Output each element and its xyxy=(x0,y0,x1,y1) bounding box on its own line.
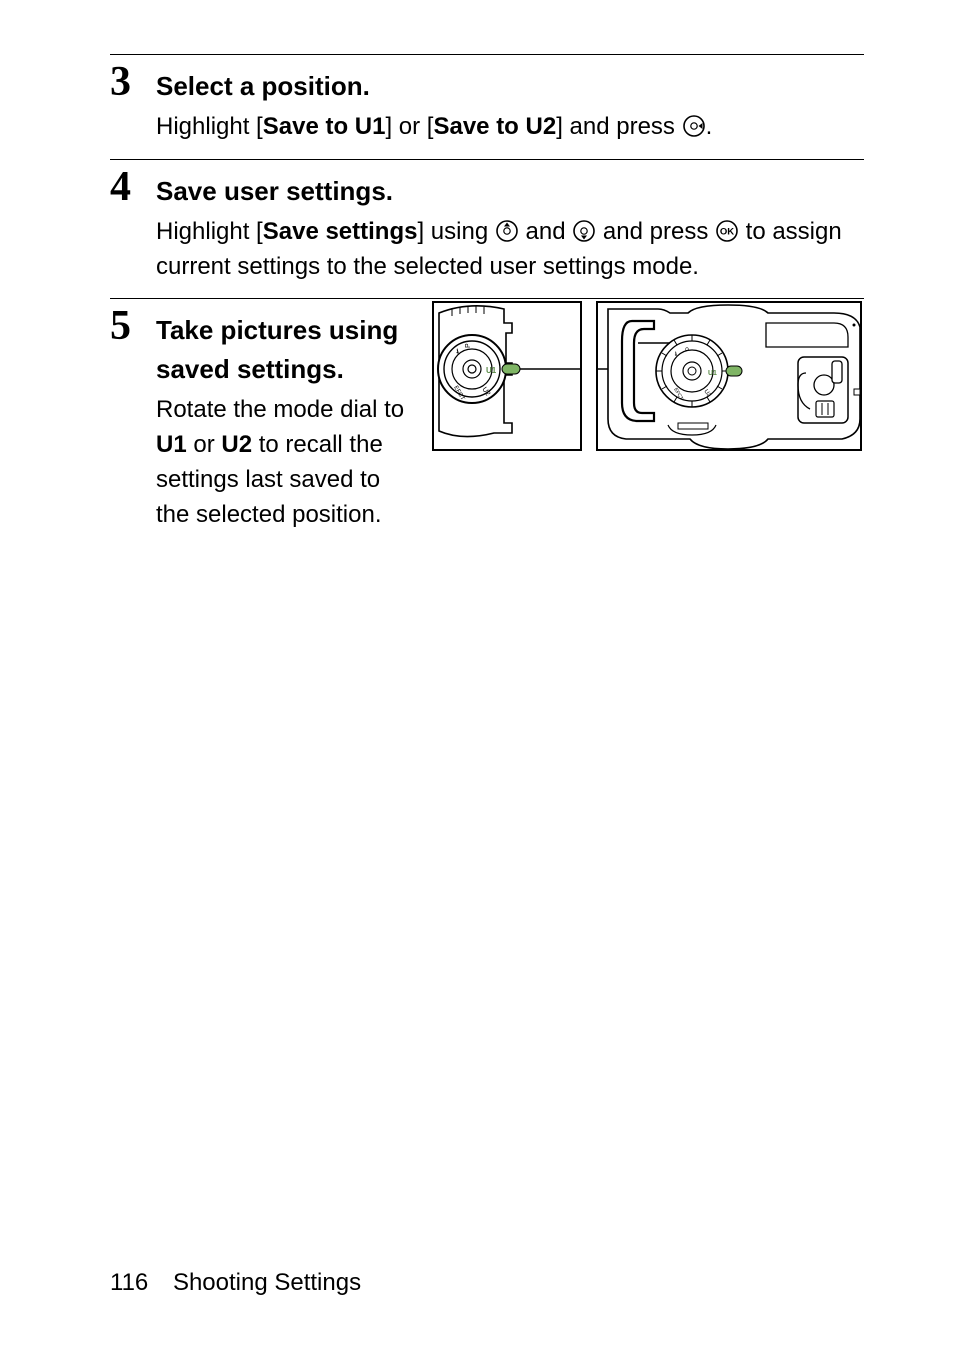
manual-page: 3 Select a position. Highlight [Save to … xyxy=(0,0,954,1345)
multi-selector-down-icon xyxy=(572,219,596,243)
step-3-head: 3 Select a position. xyxy=(110,55,864,106)
save-u2-label: Save to U2 xyxy=(433,113,556,140)
step-5-number: 5 xyxy=(110,305,144,347)
step-5-body: Rotate the mode dial to U1 or U2 to reca… xyxy=(110,389,418,532)
text: ] or [ xyxy=(385,113,433,140)
step-5-title: Take pictures using saved settings. xyxy=(156,305,418,389)
text: . xyxy=(706,113,713,140)
step-3: 3 Select a position. Highlight [Save to … xyxy=(110,54,864,145)
svg-text:U1: U1 xyxy=(708,370,717,377)
multi-selector-up-icon xyxy=(495,219,519,243)
text: and xyxy=(519,218,572,245)
u2-label: U2 xyxy=(221,431,252,458)
svg-text:OK: OK xyxy=(720,226,734,237)
u1-label: U1 xyxy=(156,431,187,458)
step-5-diagrams: U1 P ✔ U2 EFCT xyxy=(432,299,864,451)
text: Highlight [ xyxy=(156,218,263,245)
mode-dial-closeup: U1 P ✔ U2 EFCT xyxy=(432,301,582,451)
save-u1-label: Save to U1 xyxy=(263,113,386,140)
text: and press xyxy=(596,218,715,245)
step-3-title: Select a position. xyxy=(156,61,370,106)
step-4-head: 4 Save user settings. xyxy=(110,160,864,211)
svg-text:U1: U1 xyxy=(486,366,497,375)
section-title: Shooting Settings xyxy=(173,1269,361,1296)
step-3-number: 3 xyxy=(110,61,144,103)
step-4: 4 Save user settings. Highlight [Save se… xyxy=(110,159,864,285)
text: ] and press xyxy=(556,113,681,140)
page-number: 116 xyxy=(110,1269,148,1296)
step-4-body: Highlight [Save settings] using and and … xyxy=(110,211,864,285)
multi-selector-right-icon xyxy=(682,114,706,138)
save-settings-label: Save settings xyxy=(263,218,418,245)
ok-button-icon: OK xyxy=(715,219,739,243)
svg-text:P: P xyxy=(686,347,692,351)
step-5: 5 Take pictures using saved settings. Ro… xyxy=(110,298,864,532)
step-4-title: Save user settings. xyxy=(156,166,393,211)
text: or xyxy=(187,431,222,458)
text: Highlight [ xyxy=(156,113,263,140)
step-3-body: Highlight [Save to U1] or [Save to U2] a… xyxy=(110,106,864,145)
svg-text:P: P xyxy=(465,343,472,348)
camera-top-view: U1 P ✔ U2 EFCT xyxy=(596,301,862,451)
step-5-head: 5 Take pictures using saved settings. xyxy=(110,299,418,389)
text: ] using xyxy=(417,218,494,245)
step-4-number: 4 xyxy=(110,166,144,208)
text: Rotate the mode dial to xyxy=(156,396,404,423)
page-footer: 116 Shooting Settings xyxy=(110,1269,361,1297)
